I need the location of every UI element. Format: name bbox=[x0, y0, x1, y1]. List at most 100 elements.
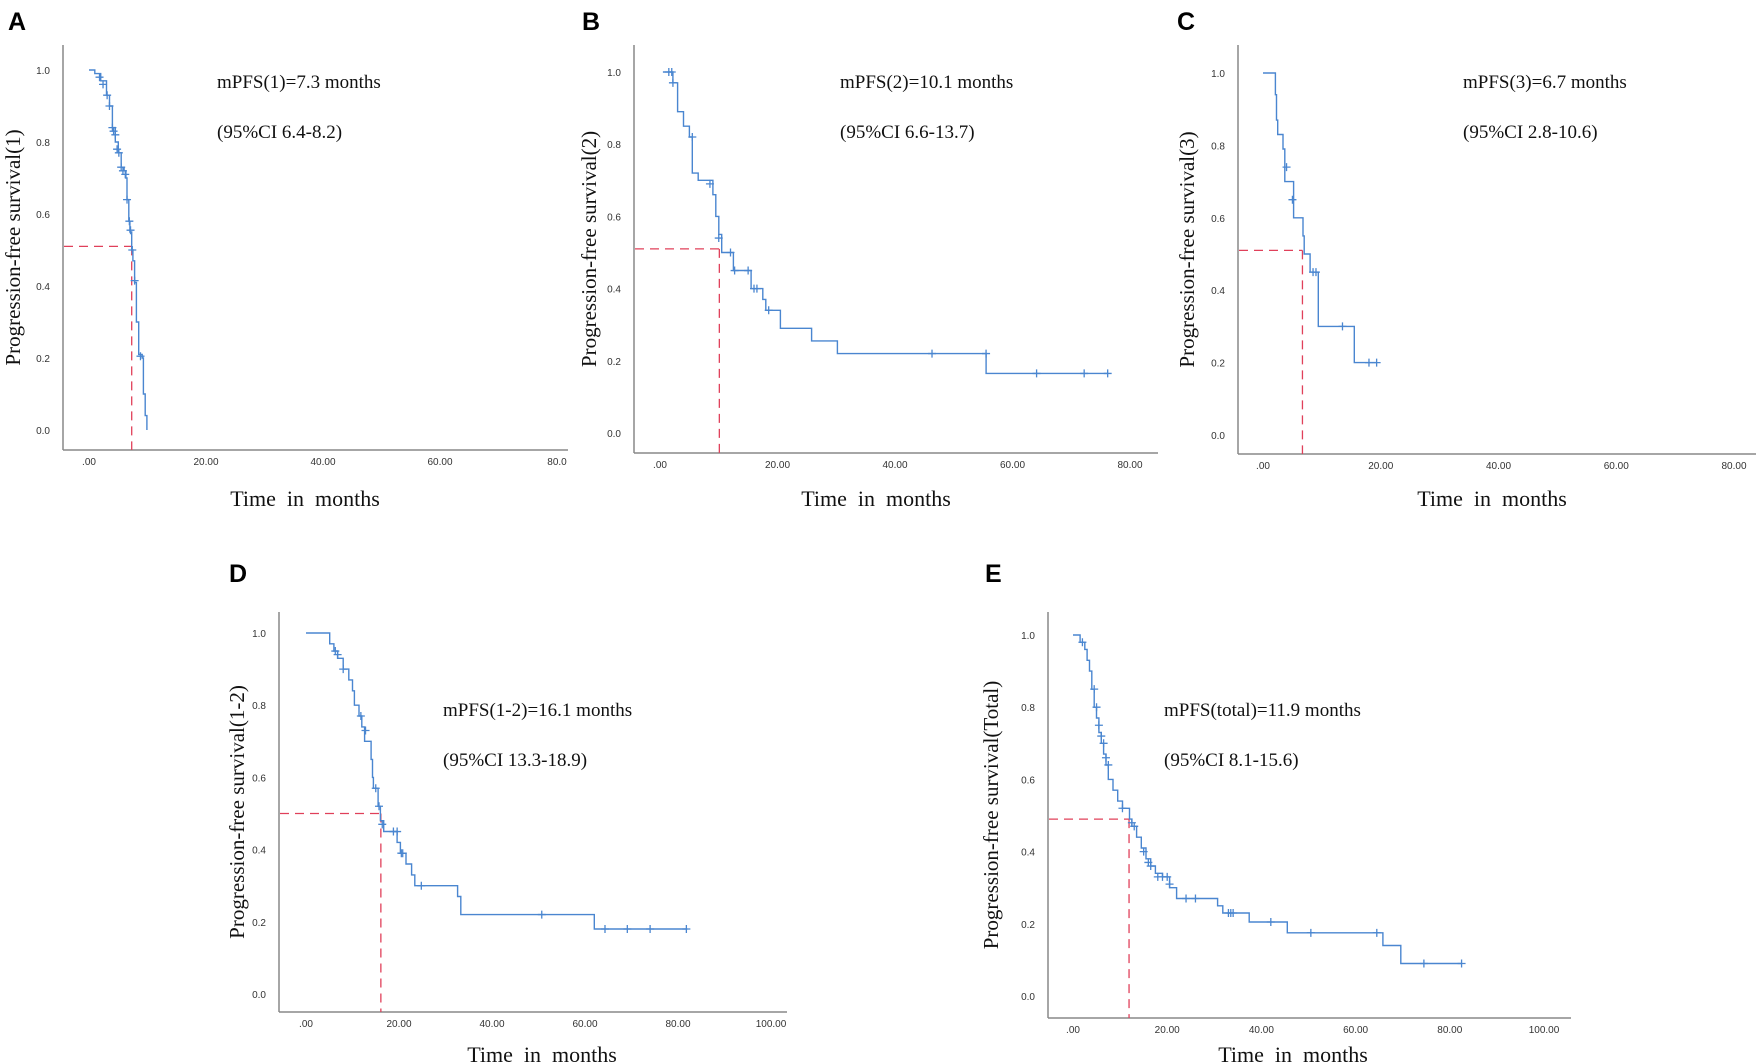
x-tick-label: 20.00 bbox=[1368, 461, 1393, 472]
censor-mark bbox=[1104, 760, 1113, 769]
survival-curve bbox=[662, 71, 1108, 375]
censor-mark bbox=[361, 726, 370, 735]
x-tick-label: 100.00 bbox=[756, 1019, 787, 1030]
x-tick-label: 100.00 bbox=[1529, 1025, 1560, 1036]
censor-mark bbox=[121, 170, 130, 179]
y-tick-label: 0.6 bbox=[607, 212, 621, 223]
median-pfs-annotation: mPFS(1-2)=16.1 months bbox=[443, 700, 632, 721]
y-tick-label: 1.0 bbox=[252, 629, 266, 640]
censor-mark bbox=[623, 925, 632, 934]
x-tick-label: 20.00 bbox=[1155, 1025, 1180, 1036]
y-tick-label: 0.8 bbox=[252, 701, 266, 712]
censor-mark bbox=[1080, 369, 1089, 378]
y-tick-label: 0.2 bbox=[1021, 920, 1035, 931]
median-pfs-annotation: mPFS(1)=7.3 months bbox=[217, 72, 381, 93]
censor-mark bbox=[764, 306, 773, 315]
x-tick-label: 60.00 bbox=[1000, 460, 1025, 471]
x-tick-label: 60.00 bbox=[1604, 461, 1629, 472]
censor-mark bbox=[1092, 703, 1101, 712]
censor-mark bbox=[1229, 908, 1238, 917]
confidence-interval-annotation: (95%CI 6.6-13.7) bbox=[840, 122, 975, 143]
survival-curve bbox=[1263, 72, 1377, 364]
censor-mark bbox=[126, 226, 135, 235]
y-tick-label: 0.8 bbox=[607, 140, 621, 151]
censor-mark bbox=[1288, 195, 1297, 204]
x-axis-label: Time in months bbox=[1218, 1042, 1368, 1064]
y-tick-label: 0.2 bbox=[1211, 359, 1225, 370]
y-tick-label: 0.0 bbox=[1021, 992, 1035, 1003]
censor-mark bbox=[714, 234, 723, 243]
y-tick-label: 0.8 bbox=[1021, 703, 1035, 714]
y-tick-label: 0.4 bbox=[1021, 848, 1035, 859]
panel-b: B 0.0 0.2 0.4 0.6 0.8 1.0 .00 20.00 40.00 60.00 80.… bbox=[577, 8, 1158, 511]
x-tick-label: 20.00 bbox=[765, 460, 790, 471]
censor-mark bbox=[1419, 959, 1428, 968]
censor-mark bbox=[1364, 358, 1373, 367]
censor-mark bbox=[1338, 322, 1347, 331]
censor-mark bbox=[668, 78, 677, 87]
x-tick-label: .00 bbox=[82, 457, 96, 468]
censor-mark bbox=[125, 217, 134, 226]
censor-mark bbox=[1099, 739, 1108, 748]
censor-mark bbox=[398, 849, 407, 858]
censor-mark bbox=[982, 349, 991, 358]
x-tick-label: 20.00 bbox=[386, 1019, 411, 1030]
y-tick-label: 0.4 bbox=[252, 846, 266, 857]
y-axis-label: Progression-free survival(3) bbox=[1175, 131, 1199, 367]
panel-d: D 0.0 0.2 0.4 0.6 0.8 1.0 .00 20.00 40.00 60.00 80.… bbox=[225, 560, 787, 1064]
censor-mark bbox=[113, 145, 122, 154]
y-axis-label: Progression-free survival(1-2) bbox=[225, 685, 249, 939]
y-tick-label: 0.0 bbox=[252, 990, 266, 1001]
y-tick-label: 0.0 bbox=[1211, 431, 1225, 442]
censor-mark bbox=[1094, 721, 1103, 730]
x-tick-label: 80.00 bbox=[1117, 460, 1142, 471]
censor-mark bbox=[1139, 847, 1148, 856]
y-axis-label: Progression-free survival(1) bbox=[1, 129, 25, 365]
censor-mark bbox=[1118, 804, 1127, 813]
x-tick-label: .00 bbox=[1256, 461, 1270, 472]
confidence-interval-annotation: (95%CI 13.3-18.9) bbox=[443, 750, 587, 771]
x-tick-label: 40.00 bbox=[1249, 1025, 1274, 1036]
censor-mark bbox=[333, 650, 342, 659]
x-axis-label: Time in months bbox=[230, 486, 380, 511]
y-tick-label: 0.2 bbox=[607, 357, 621, 368]
y-tick-label: 1.0 bbox=[36, 66, 50, 77]
confidence-interval-annotation: (95%CI 2.8-10.6) bbox=[1463, 122, 1598, 143]
x-tick-label: 80.00 bbox=[1437, 1025, 1462, 1036]
censor-mark bbox=[1266, 917, 1275, 926]
confidence-interval-annotation: (95%CI 8.1-15.6) bbox=[1164, 750, 1299, 771]
median-pfs-annotation: mPFS(total)=11.9 months bbox=[1164, 700, 1361, 721]
censor-mark bbox=[682, 925, 691, 934]
censor-mark bbox=[108, 123, 117, 132]
censor-mark bbox=[114, 148, 123, 157]
y-tick-label: 0.6 bbox=[36, 210, 50, 221]
x-tick-label: 60.00 bbox=[427, 457, 452, 468]
panel-letter: B bbox=[582, 8, 600, 36]
median-pfs-annotation: mPFS(2)=10.1 months bbox=[840, 72, 1013, 93]
y-tick-label: 0.0 bbox=[36, 426, 50, 437]
panel-letter: E bbox=[985, 560, 1002, 588]
x-tick-label: 40.00 bbox=[1486, 461, 1511, 472]
censor-mark bbox=[726, 248, 735, 257]
y-tick-label: 0.6 bbox=[1021, 775, 1035, 786]
x-tick-label: 60.00 bbox=[572, 1019, 597, 1030]
x-tick-label: 20.00 bbox=[193, 457, 218, 468]
censor-mark bbox=[1191, 894, 1200, 903]
x-axis-label: Time in months bbox=[1417, 486, 1567, 511]
censor-mark bbox=[1163, 872, 1172, 881]
censor-mark bbox=[928, 349, 937, 358]
y-axis-label: Progression-free survival(Total) bbox=[979, 681, 1003, 950]
x-tick-label: 40.00 bbox=[310, 457, 335, 468]
censor-mark bbox=[1311, 268, 1320, 277]
censor-mark bbox=[356, 712, 365, 721]
panel-letter: D bbox=[229, 560, 247, 588]
y-tick-label: 0.6 bbox=[1211, 214, 1225, 225]
panel-e: E 0.0 0.2 0.4 0.6 0.8 1.0 .00 20.00 40.00 60.00 80.… bbox=[979, 560, 1571, 1064]
censor-mark bbox=[1032, 369, 1041, 378]
y-tick-label: 0.8 bbox=[36, 138, 50, 149]
x-tick-label: 60.00 bbox=[1343, 1025, 1368, 1036]
censor-mark bbox=[95, 73, 104, 82]
censor-mark bbox=[1306, 928, 1315, 937]
censor-mark bbox=[1282, 163, 1291, 172]
